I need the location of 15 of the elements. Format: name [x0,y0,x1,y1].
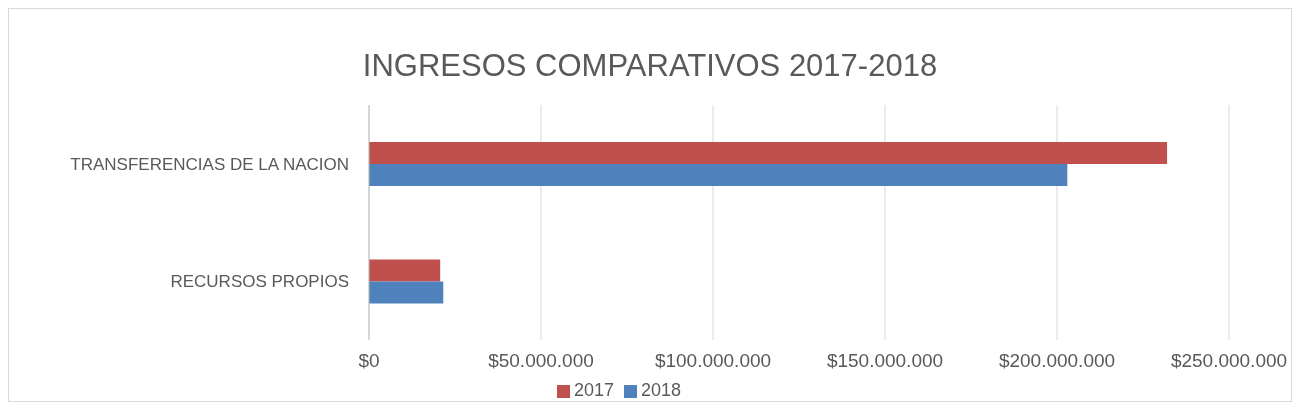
legend-label: 2018 [641,380,682,400]
x-tick-label: $50.000.000 [488,350,594,372]
y-tick-label: RECURSOS PROPIOS [170,272,349,292]
bar [369,259,441,282]
x-tick-label: $150.000.000 [826,350,944,372]
x-tick-label: $250.000.000 [1170,350,1288,372]
y-tick-label: TRANSFERENCIAS DE LA NACION [70,154,349,174]
x-tick-label: $200.000.000 [998,350,1116,372]
x-tick-label: $0 [358,350,380,372]
x-tick-label: $100.000.000 [654,350,772,372]
bar [369,142,1168,164]
bar [369,281,444,304]
legend-label: 2017 [573,380,614,400]
chart-title: INGRESOS COMPARATIVOS 2017-2018 [361,47,939,83]
bar [369,164,1068,186]
